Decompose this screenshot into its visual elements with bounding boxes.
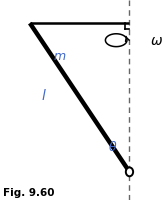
Text: l: l xyxy=(41,89,45,103)
Text: m: m xyxy=(54,50,66,62)
Text: ω: ω xyxy=(151,34,163,48)
Circle shape xyxy=(126,168,133,176)
Text: θ: θ xyxy=(109,141,117,153)
Text: Fig. 9.60: Fig. 9.60 xyxy=(3,187,55,197)
